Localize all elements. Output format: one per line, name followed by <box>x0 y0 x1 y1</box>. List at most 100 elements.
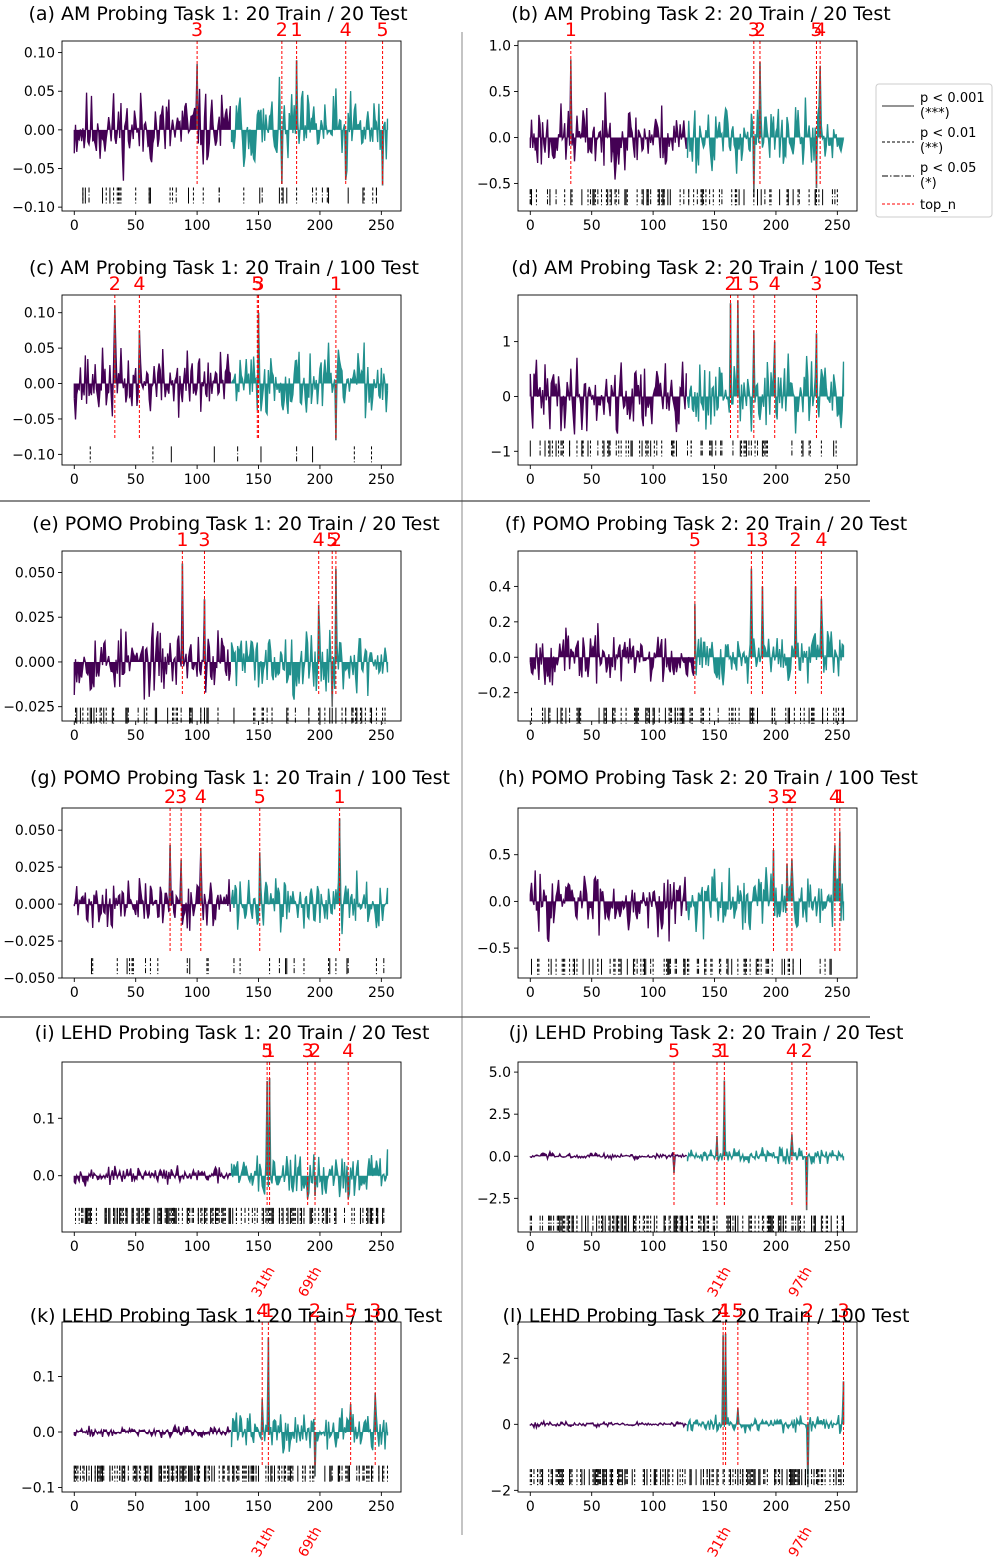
top-n-rank-label: 1 <box>720 1300 732 1322</box>
x-tick-label: 250 <box>368 1239 395 1255</box>
top-n-rank-label: 2 <box>164 786 176 808</box>
top-n-rank-label: 1 <box>330 273 342 295</box>
y-tick-label: −1 <box>490 444 511 460</box>
panel-c: (c) AM Probing Task 1: 20 Train / 100 Te… <box>12 257 419 488</box>
top-n-rank-label: 4 <box>340 19 352 41</box>
top-n-rank-label: 5 <box>748 273 760 295</box>
y-tick-label: −0.025 <box>3 934 55 950</box>
x-tick-label: 250 <box>824 218 851 234</box>
top-n-rank-label: 2 <box>309 1040 321 1062</box>
series-second-half <box>230 818 389 935</box>
top-n-rank-label: 1 <box>264 1040 276 1062</box>
top-n-rank-label: 3 <box>767 786 779 808</box>
series-second-half <box>686 300 845 434</box>
top-n-rank-label: 2 <box>109 273 121 295</box>
top-n-rank-label: 1 <box>291 19 303 41</box>
x-tick-label: 200 <box>307 1239 334 1255</box>
axes-frame <box>61 807 402 979</box>
x-tick-label: 250 <box>368 728 395 744</box>
y-tick-label: −0.05 <box>12 162 55 178</box>
legend-label-1: p < 0.001 <box>920 91 985 106</box>
y-tick-label: 0.025 <box>15 610 55 626</box>
top-n-rank-label: 3 <box>191 19 203 41</box>
axes-frame <box>517 294 858 466</box>
top-n-rank-label: 2 <box>801 1040 813 1062</box>
top-n-rank-label: 5 <box>254 786 266 808</box>
ordinal-label: 31th <box>705 1524 735 1560</box>
top-n-rank-label: 4 <box>786 1040 798 1062</box>
top-n-rank-label: 1 <box>176 529 188 551</box>
top-n-rank-label: 4 <box>717 1300 729 1322</box>
top-n-rank-label: 2 <box>790 529 802 551</box>
top-n-rank-label: 3 <box>252 273 264 295</box>
x-tick-label: 0 <box>526 1499 535 1515</box>
x-tick-label: 50 <box>127 1499 145 1515</box>
y-tick-label: 1 <box>502 335 511 351</box>
panel-title: (i) LEHD Probing Task 1: 20 Train / 20 T… <box>35 1022 430 1044</box>
series-first-half <box>73 844 231 931</box>
top-n-rank-label: 5 <box>261 1040 273 1062</box>
panel-k: (k) LEHD Probing Task 1: 20 Train / 100 … <box>21 1300 442 1560</box>
y-tick-label: 0.025 <box>15 860 55 876</box>
top-n-rank-label: 3 <box>837 1300 849 1322</box>
panel-title: (g) POMO Probing Task 1: 20 Train / 100 … <box>30 767 450 789</box>
x-tick-label: 100 <box>184 985 211 1001</box>
x-tick-label: 0 <box>526 985 535 1001</box>
ordinal-label: 69th <box>295 1524 325 1560</box>
significance-markers <box>75 1207 385 1224</box>
significance-markers <box>529 1469 844 1486</box>
x-tick-label: 100 <box>640 985 667 1001</box>
series-first-half <box>73 305 231 420</box>
significance-markers <box>73 1465 388 1482</box>
x-tick-label: 250 <box>368 1499 395 1515</box>
top-n-rank-label: 4 <box>313 529 325 551</box>
top-n-rank-label: 4 <box>133 273 145 295</box>
x-tick-label: 50 <box>583 1239 601 1255</box>
x-tick-label: 50 <box>127 218 145 234</box>
panel-d: (d) AM Probing Task 2: 20 Train / 100 Te… <box>490 257 902 488</box>
x-tick-label: 100 <box>640 1499 667 1515</box>
y-tick-label: 0 <box>502 1417 511 1433</box>
series-second-half <box>686 1080 845 1211</box>
axes-frame <box>517 807 858 979</box>
x-tick-label: 250 <box>824 1499 851 1515</box>
y-tick-label: −2.5 <box>477 1191 511 1207</box>
y-tick-label: 0.0 <box>489 894 511 910</box>
x-tick-label: 150 <box>245 1499 272 1515</box>
x-tick-label: 50 <box>583 472 601 488</box>
top-n-rank-label: 3 <box>756 529 768 551</box>
x-tick-label: 150 <box>701 218 728 234</box>
top-n-rank-label: 5 <box>732 1300 744 1322</box>
legend-label-3: p < 0.05 <box>920 161 976 176</box>
x-tick-label: 200 <box>763 218 790 234</box>
top-n-rank-label: 2 <box>802 1300 814 1322</box>
y-tick-label: 0.050 <box>15 565 55 581</box>
top-n-rank-label: 5 <box>326 529 338 551</box>
x-tick-label: 0 <box>526 728 535 744</box>
x-tick-label: 250 <box>824 985 851 1001</box>
series-first-half <box>529 59 687 180</box>
y-tick-label: −0.1 <box>21 1481 55 1497</box>
series-second-half <box>686 1333 845 1488</box>
significance-markers <box>82 187 377 204</box>
y-tick-label: 0.00 <box>24 377 55 393</box>
significance-markers <box>529 1215 844 1232</box>
top-n-rank-label: 2 <box>786 786 798 808</box>
top-n-rank-label: 2 <box>309 1300 321 1322</box>
top-n-rank-label: 3 <box>175 786 187 808</box>
x-tick-label: 0 <box>70 218 79 234</box>
x-tick-label: 50 <box>583 1499 601 1515</box>
top-n-rank-label: 4 <box>829 786 841 808</box>
top-n-rank-label: 4 <box>195 786 207 808</box>
panel-title: (c) AM Probing Task 1: 20 Train / 100 Te… <box>29 257 419 279</box>
ordinal-label: 97th <box>786 1524 816 1560</box>
y-tick-label: −2 <box>490 1483 511 1499</box>
y-tick-label: 0.10 <box>24 306 55 322</box>
panel-l: (l) LEHD Probing Task 2: 20 Train / 100 … <box>490 1300 909 1560</box>
y-tick-label: 1.0 <box>489 39 511 55</box>
top-n-rank-label: 3 <box>198 529 210 551</box>
legend-frame <box>875 83 993 218</box>
y-tick-label: 0.1 <box>33 1369 55 1385</box>
top-n-rank-label: 5 <box>377 19 389 41</box>
y-tick-label: −0.2 <box>477 686 511 702</box>
